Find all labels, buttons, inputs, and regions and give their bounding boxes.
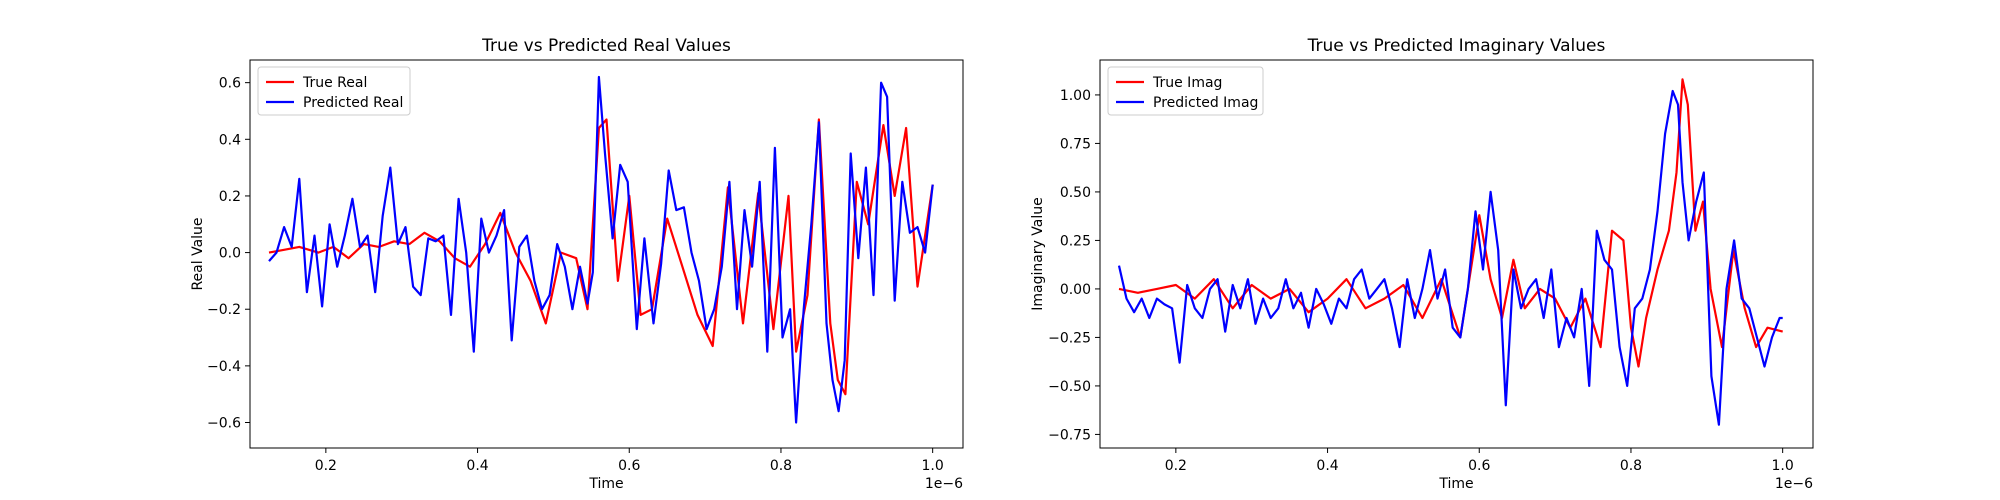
chart-imaginary: 0.2 0.4 0.6 0.8 1.0 −0.75 −0.50 −0.25 0.00 0.25 0.…	[1030, 36, 1814, 492]
x-tick-label: 1.0	[1772, 458, 1794, 474]
x-multiplier-label: 1e−6	[925, 476, 963, 492]
x-tick-label: 0.2	[1165, 458, 1187, 474]
plot-frame	[249, 59, 964, 449]
y-tick-label: −0.4	[207, 359, 241, 375]
x-tick-label: 0.8	[770, 458, 792, 474]
y-axis-label: Imaginary Value	[1030, 197, 1046, 311]
x-tick-label: 0.6	[1468, 458, 1490, 474]
legend-label: Predicted Real	[303, 95, 403, 111]
chart-title: True vs Predicted Real Values	[481, 36, 731, 56]
y-axis-label: Real Value	[190, 217, 206, 290]
y-tick-label: 0.25	[1060, 233, 1091, 249]
y-tick-label: 1.00	[1060, 88, 1091, 104]
chart-title: True vs Predicted Imaginary Values	[1307, 36, 1606, 56]
y-tick-label: 0.0	[219, 246, 241, 262]
y-tick-label: 0.6	[219, 76, 241, 92]
legend-label: True Imag	[1152, 75, 1222, 91]
y-tick-label: 0.2	[219, 189, 241, 205]
legend-label: True Real	[302, 75, 367, 91]
chart-real: 0.2 0.4 0.6 0.8 1.0 −0.6 −0.4 −0.2 0.0 0.2 0.4 0.6 1…	[190, 36, 964, 492]
x-axis-label: Time	[1438, 476, 1473, 492]
x-tick-label: 0.6	[618, 458, 640, 474]
plot-frame	[1099, 59, 1814, 449]
y-tick-label: −0.25	[1048, 330, 1091, 346]
legend-box	[257, 66, 411, 116]
x-tick-label: 1.0	[922, 458, 944, 474]
series-line-true-real	[268, 118, 934, 396]
x-tick-label: 0.8	[1620, 458, 1642, 474]
y-tick-label: 0.75	[1060, 136, 1091, 152]
x-tick-label: 0.4	[1316, 458, 1338, 474]
x-tick-label: 0.2	[315, 458, 337, 474]
series-line-true-imag	[1118, 78, 1783, 368]
legend-box	[1107, 66, 1264, 116]
y-tick-label: −0.6	[207, 416, 241, 432]
legend-label: Predicted Imag	[1153, 95, 1258, 111]
series-line-predicted-real	[268, 75, 934, 424]
y-tick-label: 0.50	[1060, 185, 1091, 201]
y-tick-label: −0.75	[1048, 427, 1091, 443]
x-multiplier-label: 1e−6	[1775, 476, 1813, 492]
x-axis-label: Time	[588, 476, 623, 492]
y-tick-label: −0.50	[1048, 379, 1091, 395]
x-tick-label: 0.4	[466, 458, 488, 474]
y-tick-label: 0.00	[1060, 282, 1091, 298]
y-tick-label: 0.4	[219, 132, 241, 148]
y-tick-label: −0.2	[207, 302, 241, 318]
series-line-predicted-imag	[1117, 89, 1783, 426]
